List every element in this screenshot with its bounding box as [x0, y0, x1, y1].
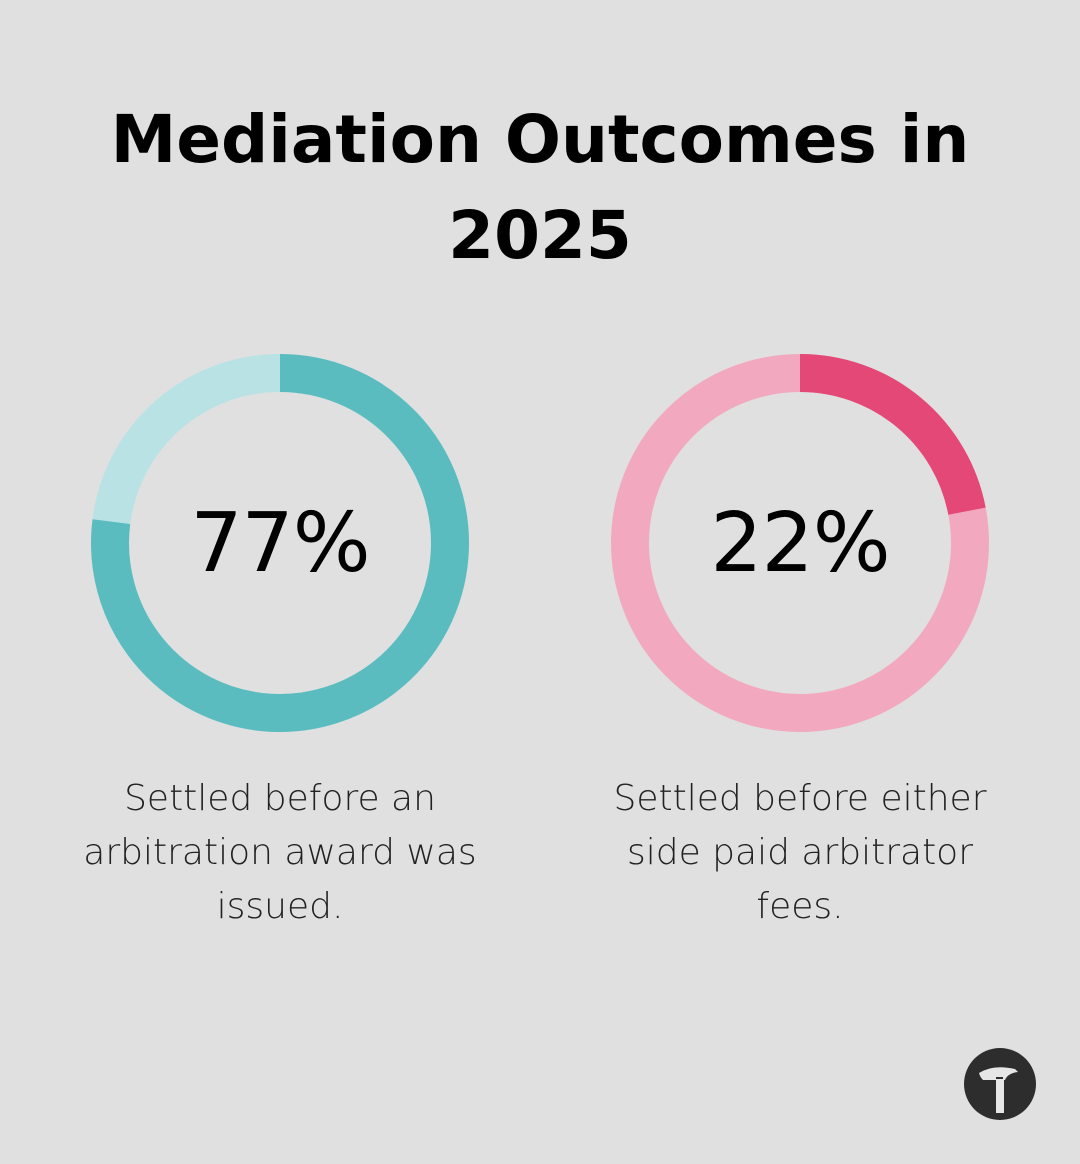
donut-chart-2-svg	[611, 354, 989, 732]
donut-1-caption: Settled before an arbitration award was …	[83, 778, 477, 927]
page-title: Mediation Outcomes in 2025	[110, 101, 970, 274]
donut-2-value-label: 22%	[710, 495, 890, 591]
donut-1-value-arc	[91, 354, 469, 732]
hammer-logo-icon	[963, 1047, 1037, 1121]
donut-chart-1-svg	[91, 354, 469, 732]
donut-2-value-arc	[799, 354, 986, 516]
donut-2-caption: Settled before either side paid arbitrat…	[613, 778, 987, 927]
donut-chart-1: 77%	[91, 354, 469, 732]
donut-1-value-label: 77%	[190, 495, 370, 591]
donut-chart-2: 22%	[611, 354, 989, 732]
